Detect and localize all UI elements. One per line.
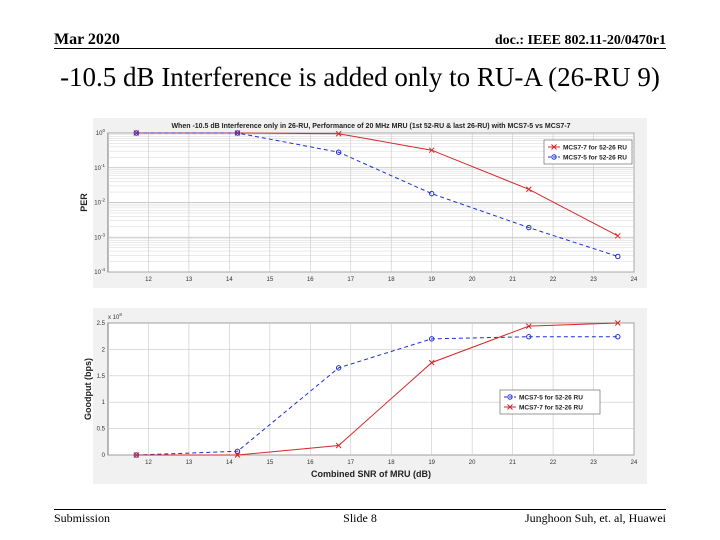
top-point-0-2 xyxy=(335,130,342,137)
top-y-tick-label: 10-2 xyxy=(94,198,105,207)
top-y-tick-label: 10-1 xyxy=(94,163,105,172)
bottom-x-tick-label: 20 xyxy=(469,460,476,466)
bottom-legend-marker-1 xyxy=(507,404,513,410)
top-series-line-1 xyxy=(136,132,618,257)
bottom-point-1-5 xyxy=(614,320,621,326)
top-x-tick-label: 19 xyxy=(428,277,435,283)
bottom-y-multiplier: x 108 xyxy=(108,312,122,321)
bottom-x-tick-label: 17 xyxy=(347,460,354,466)
footer-authors: Junghoon Suh, et. al, Huawei xyxy=(525,511,666,525)
top-x-tick-label: 13 xyxy=(186,277,193,283)
header-date: Mar 2020 xyxy=(54,31,120,48)
bottom-y-tick-label: 1 xyxy=(102,400,106,406)
top-legend-label-0: MCS7-7 for 52-26 RU xyxy=(563,145,627,152)
bottom-point-0-4 xyxy=(526,334,532,340)
bottom-x-tick-label: 19 xyxy=(428,460,435,466)
top-point-1-1 xyxy=(234,130,241,136)
top-x-tick-label: 23 xyxy=(590,277,597,283)
top-x-tick-label: 22 xyxy=(550,277,557,283)
top-chart-title: When -10.5 dB Interference only in 26-RU… xyxy=(171,123,570,130)
top-x-tick-label: 20 xyxy=(469,277,476,283)
top-x-tick-label: 12 xyxy=(145,277,152,283)
top-legend-box xyxy=(543,139,633,165)
header-divider xyxy=(54,48,666,49)
bottom-point-0-1 xyxy=(234,448,241,455)
top-legend-marker-1 xyxy=(551,154,557,160)
bottom-point-1-2 xyxy=(335,442,342,449)
bottom-series-line-0 xyxy=(136,336,618,456)
bottom-x-tick-label: 21 xyxy=(509,460,516,466)
bottom-x-tick-label: 23 xyxy=(590,460,597,466)
top-y-tick-label: 10-4 xyxy=(94,267,105,276)
bottom-point-0-5 xyxy=(615,334,621,340)
top-point-1-5 xyxy=(615,253,621,260)
top-point-1-2 xyxy=(335,149,342,155)
top-x-tick-label: 16 xyxy=(307,277,314,283)
bottom-y-tick-label: 1.5 xyxy=(97,374,106,380)
top-point-0-3 xyxy=(428,147,435,154)
top-x-tick-label: 24 xyxy=(631,277,638,283)
bottom-series-line-1 xyxy=(136,322,618,456)
bottom-point-1-0 xyxy=(133,452,140,458)
top-legend-label-1: MCS7-5 for 52-26 RU xyxy=(563,155,627,162)
bottom-legend-marker-0 xyxy=(507,394,513,400)
top-x-tick-label: 21 xyxy=(509,277,516,283)
top-legend-marker-0 xyxy=(551,144,557,150)
bottom-point-1-1 xyxy=(234,452,241,458)
bottom-legend-box xyxy=(499,389,601,415)
top-x-tick-label: 15 xyxy=(267,277,274,283)
bottom-x-tick-label: 15 xyxy=(267,460,274,466)
bottom-point-1-3 xyxy=(428,359,435,366)
bottom-y-tick-label: 2.5 xyxy=(97,321,106,327)
top-point-1-4 xyxy=(526,224,532,231)
bottom-x-tick-label: 13 xyxy=(186,460,193,466)
top-point-0-5 xyxy=(614,232,621,239)
bottom-x-tick-label: 18 xyxy=(388,460,395,466)
bottom-legend-label-0: MCS7-5 for 52-26 RU xyxy=(519,395,583,402)
top-point-1-0 xyxy=(133,130,140,136)
bottom-point-0-2 xyxy=(335,365,342,371)
top-x-tick-label: 14 xyxy=(226,277,233,283)
bottom-y-tick-label: 0 xyxy=(102,453,106,459)
footer-slide-number: Slide 8 xyxy=(343,511,377,525)
bottom-x-axis-label: Combined SNR of MRU (dB) xyxy=(311,469,431,479)
bottom-plot-area xyxy=(107,322,635,456)
footer-submission: Submission xyxy=(54,511,111,525)
bottom-point-1-4 xyxy=(525,323,532,330)
bottom-x-tick-label: 24 xyxy=(631,460,638,466)
footer-divider xyxy=(54,509,666,510)
header-doc-id: doc.: IEEE 802.11-20/0470r1 xyxy=(494,33,666,48)
bottom-x-tick-label: 12 xyxy=(145,460,152,466)
bottom-y-tick-label: 2 xyxy=(102,347,106,353)
top-x-tick-label: 17 xyxy=(347,277,354,283)
bottom-x-tick-label: 22 xyxy=(550,460,557,466)
top-point-1-3 xyxy=(428,190,435,197)
top-point-0-4 xyxy=(525,186,532,193)
top-y-tick-label: 10-3 xyxy=(94,232,105,241)
bottom-point-0-3 xyxy=(428,336,435,342)
bottom-x-tick-label: 14 xyxy=(226,460,233,466)
bottom-x-tick-label: 16 xyxy=(307,460,314,466)
slide-title: -10.5 dB Interference is added only to R… xyxy=(60,62,660,92)
bottom-legend-label-1: MCS7-7 for 52-26 RU xyxy=(519,405,583,412)
top-y-axis-label: PER xyxy=(79,193,89,212)
bottom-y-tick-label: 0.5 xyxy=(97,427,106,433)
top-y-tick-label: 100 xyxy=(96,128,106,137)
bottom-y-axis-label: Goodput (bps) xyxy=(83,358,93,420)
top-x-tick-label: 18 xyxy=(388,277,395,283)
